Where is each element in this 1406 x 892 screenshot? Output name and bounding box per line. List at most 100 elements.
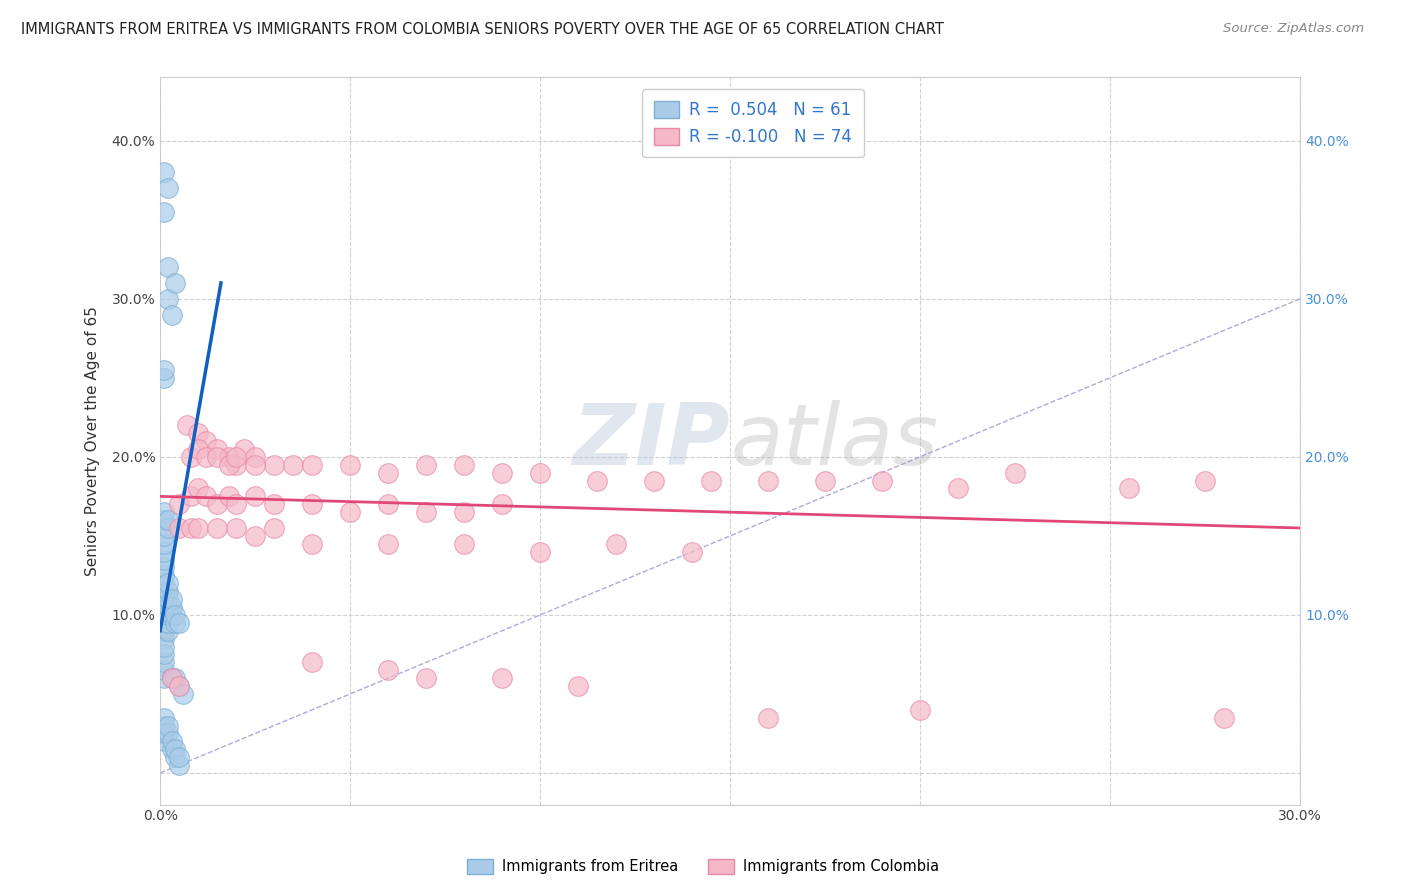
Point [153, 734, 176, 748]
Point [153, 568, 176, 582]
Point [153, 615, 176, 630]
Point [415, 505, 437, 519]
Point [153, 607, 176, 622]
Point [153, 624, 176, 638]
Point [156, 718, 179, 732]
Point [153, 165, 176, 179]
Point [205, 450, 228, 464]
Point [180, 450, 202, 464]
Point [153, 600, 176, 615]
Point [187, 482, 209, 496]
Point [153, 560, 176, 574]
Point [160, 671, 183, 685]
Point [180, 521, 202, 535]
Legend: Immigrants from Eritrea, Immigrants from Colombia: Immigrants from Eritrea, Immigrants from… [461, 853, 945, 880]
Point [153, 537, 176, 551]
Point [756, 711, 779, 725]
Point [1194, 474, 1216, 488]
Point [586, 474, 609, 488]
Text: IMMIGRANTS FROM ERITREA VS IMMIGRANTS FROM COLOMBIA SENIORS POVERTY OVER THE AGE: IMMIGRANTS FROM ERITREA VS IMMIGRANTS FR… [21, 22, 943, 37]
Point [165, 276, 187, 290]
Text: Source: ZipAtlas.com: Source: ZipAtlas.com [1223, 22, 1364, 36]
Point [243, 489, 266, 503]
Point [1004, 466, 1026, 480]
Point [156, 607, 179, 622]
Point [156, 576, 179, 591]
Point [491, 497, 513, 511]
Point [153, 371, 176, 385]
Point [870, 474, 893, 488]
Point [700, 474, 723, 488]
Point [153, 648, 176, 662]
Point [415, 671, 437, 685]
Point [415, 458, 437, 472]
Point [156, 181, 179, 195]
Point [453, 537, 475, 551]
Point [205, 442, 228, 456]
Point [339, 458, 361, 472]
Point [160, 734, 183, 748]
Point [377, 497, 399, 511]
Point [225, 497, 247, 511]
Point [153, 529, 176, 543]
Point [160, 592, 183, 607]
Point [153, 363, 176, 377]
Point [153, 544, 176, 558]
Point [453, 458, 475, 472]
Point [153, 640, 176, 654]
Point [165, 671, 187, 685]
Point [156, 624, 179, 638]
Point [814, 474, 837, 488]
Point [567, 679, 589, 693]
Point [153, 592, 176, 607]
Point [263, 521, 285, 535]
Point [605, 537, 627, 551]
Point [281, 458, 304, 472]
Point [160, 742, 183, 756]
Point [160, 607, 183, 622]
Point [194, 450, 217, 464]
Point [156, 615, 179, 630]
Point [194, 434, 217, 448]
Point [160, 600, 183, 615]
Point [377, 466, 399, 480]
Point [187, 442, 209, 456]
Point [491, 671, 513, 685]
Point [301, 656, 323, 670]
Point [167, 615, 190, 630]
Point [167, 679, 190, 693]
Point [491, 466, 513, 480]
Point [153, 726, 176, 740]
Point [153, 671, 176, 685]
Point [232, 442, 254, 456]
Point [153, 505, 176, 519]
Point [153, 711, 176, 725]
Point [225, 458, 247, 472]
Point [167, 521, 190, 535]
Point [167, 679, 190, 693]
Point [218, 489, 240, 503]
Point [453, 505, 475, 519]
Point [225, 450, 247, 464]
Point [156, 600, 179, 615]
Point [243, 458, 266, 472]
Point [187, 521, 209, 535]
Point [301, 537, 323, 551]
Point [160, 308, 183, 322]
Point [225, 521, 247, 535]
Point [153, 552, 176, 566]
Point [165, 742, 187, 756]
Text: ZIP: ZIP [572, 400, 730, 483]
Point [1118, 482, 1140, 496]
Point [301, 458, 323, 472]
Point [377, 663, 399, 677]
Point [908, 703, 931, 717]
Point [156, 292, 179, 306]
Point [153, 576, 176, 591]
Point [153, 718, 176, 732]
Point [153, 513, 176, 527]
Point [218, 458, 240, 472]
Point [160, 671, 183, 685]
Point [263, 458, 285, 472]
Point [180, 489, 202, 503]
